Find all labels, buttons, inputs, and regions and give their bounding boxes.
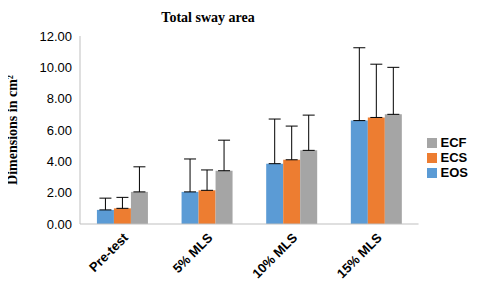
- svg-text:Pre-test: Pre-test: [86, 230, 131, 275]
- svg-text:Dimensions in cm²: Dimensions in cm²: [8, 75, 20, 185]
- svg-text:2.00: 2.00: [47, 185, 72, 200]
- html-text:ECS: ECS: [440, 149, 468, 165]
- html-text:EOS: EOS: [440, 164, 468, 180]
- svg-text:8.00: 8.00: [47, 91, 72, 106]
- svg-text:6.00: 6.00: [47, 123, 72, 138]
- svg-text:5% MLS: 5% MLS: [170, 230, 216, 276]
- svg-text:10% MLS: 10% MLS: [249, 230, 300, 281]
- svg-text:4.00: 4.00: [47, 154, 72, 169]
- svg-text:15% MLS: 15% MLS: [334, 230, 385, 281]
- svg-text:10.00: 10.00: [39, 60, 72, 75]
- html-text:ECF: ECF: [440, 134, 467, 150]
- svg-text:0.00: 0.00: [47, 217, 72, 232]
- html-text:Total sway area: Total sway area: [161, 10, 255, 25]
- svg-text:12.00: 12.00: [39, 29, 72, 44]
